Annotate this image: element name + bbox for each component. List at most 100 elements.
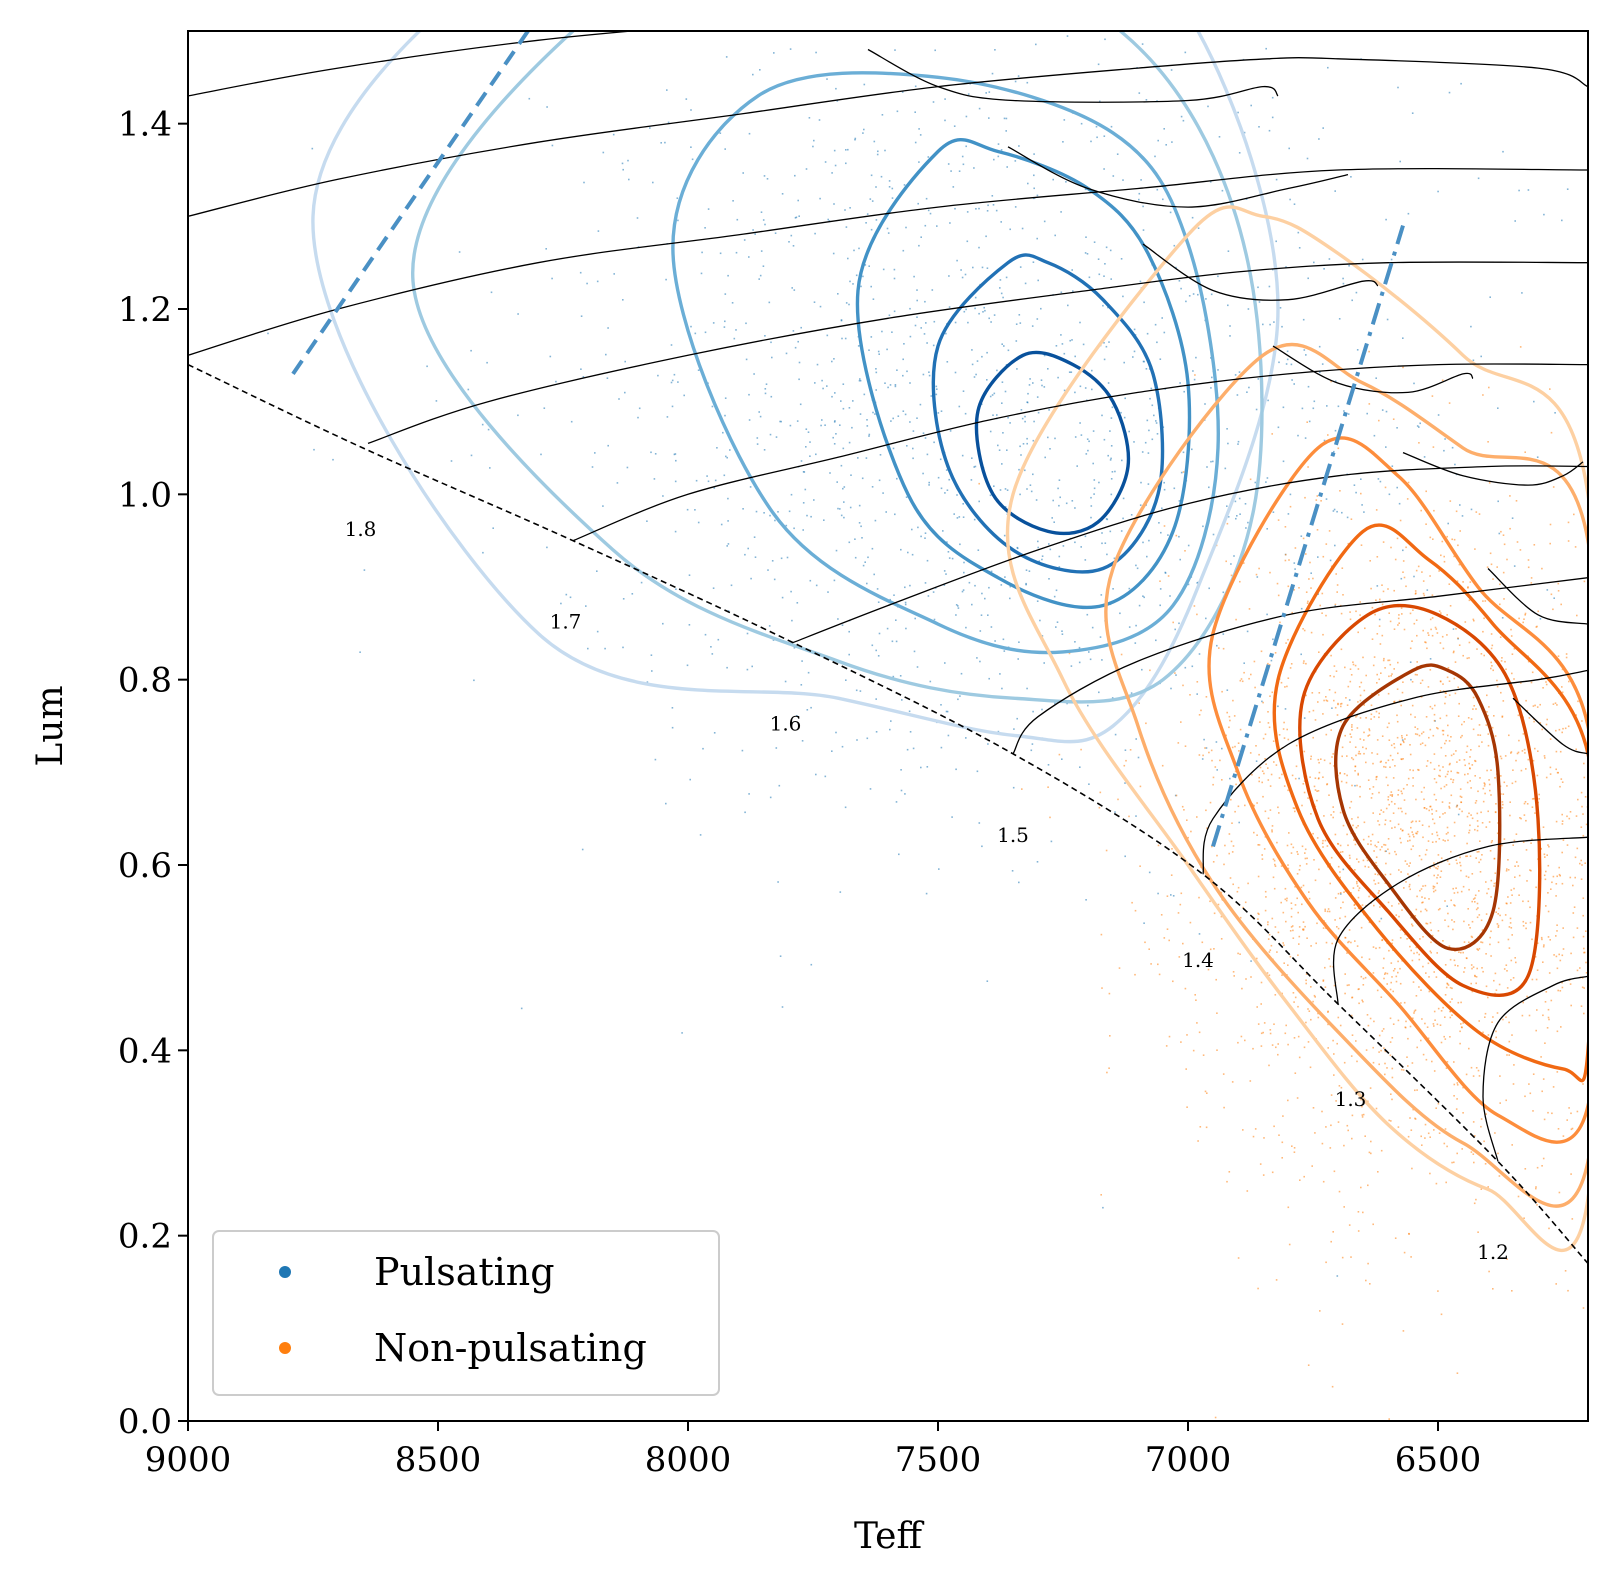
scatter-point bbox=[688, 624, 691, 626]
scatter-point bbox=[1377, 873, 1379, 876]
scatter-point bbox=[653, 478, 656, 480]
scatter-point bbox=[1071, 500, 1074, 502]
scatter-point bbox=[1555, 895, 1557, 897]
scatter-point bbox=[1332, 806, 1334, 808]
scatter-point bbox=[1389, 1041, 1392, 1043]
scatter-point bbox=[1106, 553, 1108, 556]
scatter-point bbox=[796, 420, 799, 422]
scatter-point bbox=[685, 98, 688, 100]
scatter-point bbox=[997, 143, 1000, 145]
scatter-point bbox=[943, 12, 945, 14]
scatter-point bbox=[1522, 900, 1524, 903]
scatter-point bbox=[1444, 919, 1446, 921]
scatter-point bbox=[1476, 902, 1479, 905]
scatter-point bbox=[1450, 794, 1453, 797]
scatter-point bbox=[1413, 382, 1415, 385]
scatter-point bbox=[1402, 681, 1404, 683]
scatter-point bbox=[1114, 733, 1117, 736]
scatter-point bbox=[1043, 662, 1045, 664]
scatter-point bbox=[1380, 1049, 1382, 1052]
scatter-point bbox=[888, 314, 891, 317]
scatter-point bbox=[1105, 849, 1108, 852]
scatter-point bbox=[1364, 1135, 1366, 1137]
scatter-point bbox=[1343, 1144, 1345, 1147]
scatter-point bbox=[1536, 774, 1539, 777]
scatter-point bbox=[489, 467, 491, 469]
x-tick-label: 7000 bbox=[1145, 1440, 1232, 1480]
scatter-point bbox=[988, 117, 990, 119]
scatter-point bbox=[1289, 930, 1292, 932]
scatter-point bbox=[1314, 719, 1317, 721]
scatter-point bbox=[861, 537, 863, 539]
scatter-point bbox=[1471, 817, 1474, 820]
scatter-point bbox=[1420, 1039, 1422, 1042]
scatter-point bbox=[1328, 689, 1331, 691]
scatter-point bbox=[650, 451, 652, 454]
scatter-point bbox=[1403, 799, 1406, 801]
scatter-point bbox=[1209, 900, 1211, 903]
scatter-point bbox=[1415, 619, 1418, 621]
scatter-point bbox=[1093, 487, 1096, 490]
scatter-point bbox=[1487, 714, 1489, 717]
scatter-point bbox=[1025, 583, 1027, 586]
scatter-point bbox=[1310, 986, 1312, 988]
scatter-point bbox=[1247, 882, 1249, 885]
scatter-point bbox=[1468, 924, 1470, 926]
scatter-point bbox=[1483, 1140, 1485, 1143]
scatter-point bbox=[1524, 1168, 1527, 1170]
scatter-point bbox=[1502, 1018, 1504, 1021]
scatter-point bbox=[1453, 650, 1455, 653]
scatter-point bbox=[1421, 1018, 1423, 1020]
scatter-point bbox=[1321, 842, 1324, 845]
scatter-point bbox=[1171, 141, 1173, 143]
scatter-point bbox=[844, 337, 847, 340]
scatter-point bbox=[1460, 869, 1462, 872]
scatter-point bbox=[1509, 801, 1511, 803]
evolutionary-track bbox=[188, 57, 1588, 217]
scatter-point bbox=[1564, 1270, 1567, 1272]
scatter-point bbox=[1264, 890, 1267, 893]
scatter-point bbox=[1273, 859, 1276, 862]
scatter-point bbox=[1308, 1010, 1311, 1012]
scatter-point bbox=[1263, 772, 1265, 775]
scatter-point bbox=[1555, 935, 1557, 937]
scatter-point bbox=[1526, 880, 1528, 882]
scatter-point bbox=[867, 556, 869, 559]
scatter-point bbox=[1259, 1163, 1262, 1165]
scatter-point bbox=[1281, 992, 1283, 995]
scatter-point bbox=[1478, 513, 1481, 515]
scatter-point bbox=[668, 15, 670, 17]
scatter-point bbox=[1093, 479, 1096, 481]
scatter-point bbox=[1159, 580, 1161, 582]
y-axis-title: Lum bbox=[30, 685, 71, 766]
scatter-point bbox=[1316, 790, 1318, 792]
scatter-point bbox=[1531, 798, 1534, 800]
scatter-point bbox=[866, 737, 869, 740]
x-tick-label: 9000 bbox=[145, 1440, 232, 1480]
scatter-point bbox=[1561, 820, 1564, 822]
scatter-point bbox=[1498, 983, 1501, 986]
scatter-point bbox=[1541, 567, 1543, 570]
scatter-point bbox=[1592, 843, 1594, 845]
scatter-point bbox=[1441, 801, 1444, 803]
scatter-point bbox=[1323, 759, 1326, 762]
scatter-point bbox=[914, 324, 917, 327]
scatter-point bbox=[1178, 280, 1181, 282]
scatter-point bbox=[1060, 211, 1062, 213]
scatter-point bbox=[1016, 368, 1018, 370]
scatter-point bbox=[1510, 959, 1513, 962]
scatter-point bbox=[1457, 637, 1459, 639]
scatter-point bbox=[1439, 907, 1441, 910]
scatter-point bbox=[889, 384, 892, 386]
scatter-point bbox=[837, 293, 839, 295]
scatter-point bbox=[1606, 1116, 1608, 1118]
scatter-point bbox=[1466, 781, 1469, 784]
scatter-point bbox=[1399, 837, 1401, 840]
scatter-point bbox=[858, 522, 861, 524]
scatter-point bbox=[1330, 1094, 1333, 1096]
scatter-point bbox=[780, 557, 783, 560]
scatter-point bbox=[840, 464, 843, 467]
scatter-point bbox=[1163, 481, 1165, 484]
scatter-point bbox=[984, 309, 986, 312]
scatter-point bbox=[1378, 712, 1380, 715]
